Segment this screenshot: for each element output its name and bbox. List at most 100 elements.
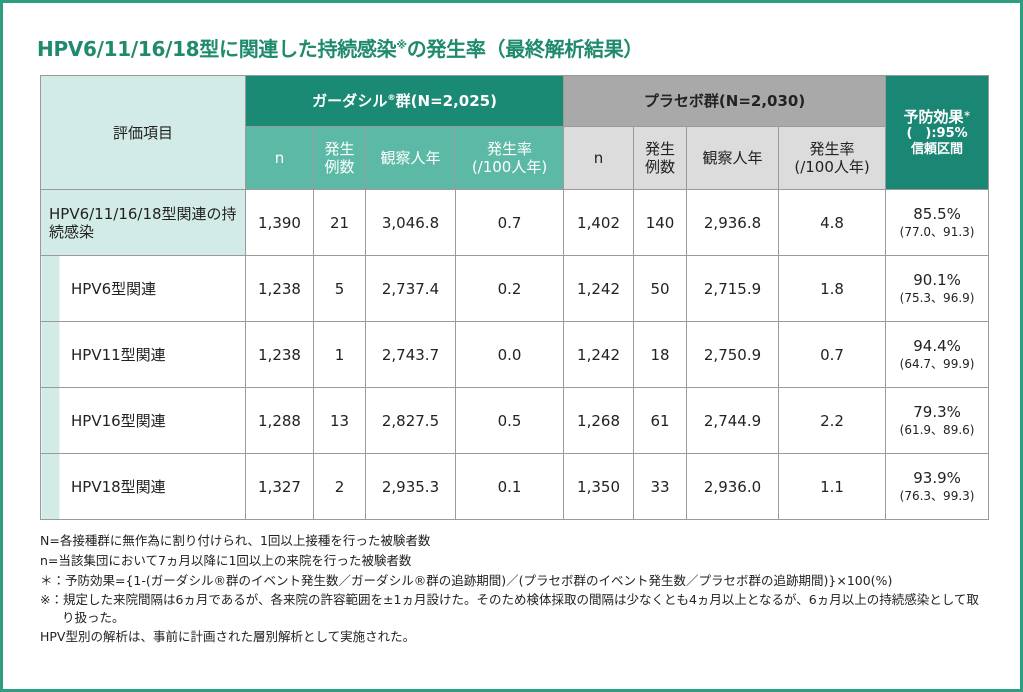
cell: 61 bbox=[633, 387, 688, 454]
effect-value: 79.3% bbox=[913, 403, 961, 422]
cell: 0.7 bbox=[778, 321, 887, 388]
cell: 2,750.9 bbox=[686, 321, 780, 388]
cell: 1,238 bbox=[245, 321, 314, 388]
effect-cell: 94.4% (64.7、99.9) bbox=[885, 321, 990, 388]
item-header: 評価項目 bbox=[40, 75, 246, 190]
cell: 1,402 bbox=[563, 189, 635, 256]
header-row: n 発生 例数 観察人年 発生率 (/100人年) n 発生 例数 観察人年 発生率 (/100人年) bbox=[41, 126, 989, 190]
cell: 2.2 bbox=[778, 387, 887, 454]
column-header-line: 発生 bbox=[645, 140, 676, 158]
data-row: HPV6型関連 1,238 5 2,737.4 0.2 1,242 50 2,715.9 1.8… bbox=[40, 255, 990, 322]
note: N=各接種群に無作為に割り付けられ、1回以上接種を行った被験者数 bbox=[40, 533, 431, 548]
effect-value: 94.4% bbox=[913, 337, 961, 356]
cell: 1,238 bbox=[245, 255, 314, 322]
effect-cell: 85.5% (77.0、91.3) bbox=[885, 189, 990, 256]
group-name: プラセボ群(N=2,030) bbox=[643, 92, 806, 110]
title: HPV6/11/16/18型に関連した持続感染※の発生率（最終解析結果） bbox=[37, 33, 643, 62]
column-header-line: 発生率 bbox=[809, 140, 855, 158]
cell: 33 bbox=[633, 453, 688, 520]
effect-mark: ＊ bbox=[963, 109, 971, 119]
column-header-line: 観察人年 bbox=[702, 149, 763, 167]
group-name: ガーダシル bbox=[312, 92, 388, 110]
effect-value: 93.9% bbox=[913, 469, 961, 488]
cell: 1,242 bbox=[563, 255, 635, 322]
group-mark: ® bbox=[387, 92, 396, 102]
effect-ci: (61.9、89.6) bbox=[899, 423, 975, 438]
cell: 2,715.9 bbox=[686, 255, 780, 322]
column-header-line: 観察人年 bbox=[380, 149, 441, 167]
column-header-line: 発生率 bbox=[487, 140, 533, 158]
effect-value: 90.1% bbox=[913, 271, 961, 290]
data-row: HPV16型関連 1,288 13 2,827.5 0.5 1,268 61 2,744.9 2… bbox=[40, 387, 990, 454]
cell: 2,935.3 bbox=[365, 453, 456, 520]
row-label: HPV6型関連 bbox=[40, 255, 246, 322]
column-header: 発生率 (/100人年) bbox=[778, 126, 887, 190]
cell: 2,827.5 bbox=[365, 387, 456, 454]
cell: 2,744.9 bbox=[686, 387, 780, 454]
column-header-line: (/100人年) bbox=[794, 158, 870, 176]
table: 評価項目 ガーダシル®群(N=2,025) プラセボ群(N=2,030) 予防効果＊(… bbox=[40, 75, 990, 520]
effect-cell: 79.3% (61.9、89.6) bbox=[885, 387, 990, 454]
effect-ci: (75.3、96.9) bbox=[899, 291, 975, 306]
row-label: HPV6/11/16/18型関連の持続感染 bbox=[40, 189, 246, 256]
title-text: HPV6/11/16/18型に関連した持続感染 bbox=[37, 37, 397, 61]
cell: 1.8 bbox=[778, 255, 887, 322]
cell: 0.5 bbox=[454, 387, 565, 454]
group-suffix: 群(N=2,025) bbox=[395, 92, 497, 110]
cell: 5 bbox=[313, 255, 366, 322]
notes: N=各接種群に無作為に割り付けられ、1回以上接種を行った被験者数 n=当該集団にお… bbox=[40, 531, 990, 647]
note: ＊：予防効果={1-(ガーダシル®群のイベント発生数／ガーダシル®群の追跡期間)… bbox=[40, 573, 893, 588]
cell: 0.2 bbox=[454, 255, 565, 322]
cell: 1,350 bbox=[563, 453, 635, 520]
column-header: 発生 例数 bbox=[633, 126, 688, 190]
column-header: n bbox=[563, 126, 635, 190]
cell: 140 bbox=[633, 189, 688, 256]
cell: 0.7 bbox=[454, 189, 565, 256]
cell: 1,327 bbox=[245, 453, 314, 520]
column-header-line: 発生 bbox=[324, 140, 355, 158]
effect-ci: (77.0、91.3) bbox=[899, 225, 975, 240]
cell: 2,743.7 bbox=[365, 321, 456, 388]
effect-value: 85.5% bbox=[913, 205, 961, 224]
cell: 3,046.8 bbox=[365, 189, 456, 256]
row-label: HPV18型関連 bbox=[40, 453, 246, 520]
cell: 1,242 bbox=[563, 321, 635, 388]
cell: 4.8 bbox=[778, 189, 887, 256]
cell: 2 bbox=[313, 453, 366, 520]
note: ※：規定した来院間隔は6ヵ月であるが、各来院の許容範囲を±1ヵ月設けた。そのため… bbox=[40, 592, 979, 625]
cell: 1 bbox=[313, 321, 366, 388]
column-header: 観察人年 bbox=[365, 126, 456, 190]
cell: 1,288 bbox=[245, 387, 314, 454]
effect-header: 予防効果＊ ( ):95% 信頼区間 bbox=[885, 75, 990, 190]
column-header: 発生率 (/100人年) bbox=[454, 126, 565, 190]
cell: 1.1 bbox=[778, 453, 887, 520]
effect-title: 予防効果 bbox=[903, 107, 964, 126]
effect-ci: (64.7、99.9) bbox=[899, 357, 975, 372]
data-row: HPV18型関連 1,327 2 2,935.3 0.1 1,350 33 2,936.0 1.… bbox=[40, 453, 990, 520]
cell: 0.0 bbox=[454, 321, 565, 388]
column-header: 発生 例数 bbox=[313, 126, 366, 190]
column-header: 観察人年 bbox=[686, 126, 780, 190]
row-label: HPV11型関連 bbox=[40, 321, 246, 388]
cell: 1,390 bbox=[245, 189, 314, 256]
cell: 1,268 bbox=[563, 387, 635, 454]
column-header-line: 例数 bbox=[324, 158, 355, 176]
group-header: ガーダシル®群(N=2,025) bbox=[244, 75, 565, 127]
title-mark: ※ bbox=[396, 38, 407, 52]
cell: 21 bbox=[313, 189, 366, 256]
cell: 13 bbox=[313, 387, 366, 454]
cell: 2,737.4 bbox=[365, 255, 456, 322]
header-row: 評価項目 ガーダシル®群(N=2,025) プラセボ群(N=2,030) 予防効果＊(… bbox=[40, 75, 990, 190]
column-header: n bbox=[245, 126, 314, 190]
effect-cell: 90.1% (75.3、96.9) bbox=[885, 255, 990, 322]
title-suffix: の発生率（最終解析結果） bbox=[406, 37, 644, 61]
cell: 2,936.0 bbox=[686, 453, 780, 520]
cell: 0.1 bbox=[454, 453, 565, 520]
effect-ci: (76.3、99.3) bbox=[899, 489, 975, 504]
column-header-line: 例数 bbox=[645, 158, 676, 176]
effect-ci-note: ( ):95% bbox=[906, 126, 968, 142]
data-row: HPV11型関連 1,238 1 2,743.7 0.0 1,242 18 2,750.9 0.… bbox=[40, 321, 990, 388]
column-header-line: (/100人年) bbox=[471, 158, 548, 176]
row-label: HPV16型関連 bbox=[40, 387, 246, 454]
cell: 2,936.8 bbox=[686, 189, 780, 256]
